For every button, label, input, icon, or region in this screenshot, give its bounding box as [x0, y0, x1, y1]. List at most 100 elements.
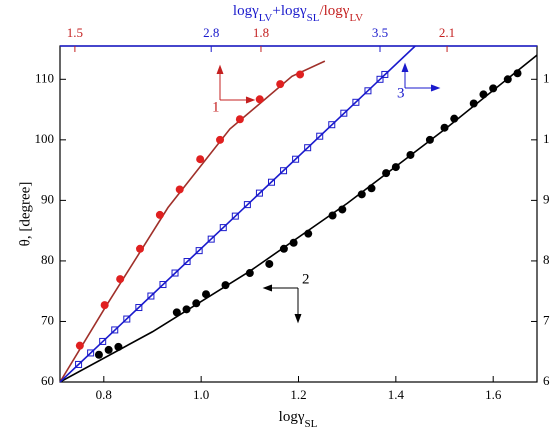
point [172, 308, 181, 317]
top-tick-label: 1.8 [253, 25, 269, 40]
y-right-tick-label: 110 [543, 70, 550, 85]
y-right-tick-label: 60 [543, 373, 550, 388]
point [289, 238, 298, 247]
point [280, 167, 288, 175]
point [279, 244, 288, 253]
point [304, 144, 312, 152]
point [75, 360, 83, 368]
point [104, 345, 113, 354]
point [155, 210, 164, 219]
label-part: /logγ [319, 3, 349, 19]
point [376, 75, 384, 83]
y-tick-label: 90 [41, 191, 54, 206]
point [75, 341, 84, 350]
point [265, 259, 274, 268]
point [425, 135, 434, 144]
point [135, 304, 143, 312]
x-tick-label: 1.0 [193, 387, 209, 402]
y-axis-label: θ, [degree] [17, 182, 33, 247]
x-tick-label: 1.2 [290, 387, 306, 402]
point [235, 115, 244, 124]
top-tick-label: 1.5 [67, 25, 83, 40]
point [440, 123, 449, 132]
point [116, 275, 125, 284]
top-axis-label: logγLV+logγSL/logγLV [233, 3, 363, 23]
fit-line [59, 54, 538, 383]
fit-line [59, 60, 326, 383]
point [136, 244, 145, 253]
point [123, 315, 131, 323]
x-axis-label: logγSL [279, 409, 318, 429]
plot-frame [59, 45, 538, 383]
point [147, 292, 155, 300]
point [391, 163, 400, 172]
annotation: 2 [302, 271, 310, 287]
top-tick-label: 3.5 [372, 25, 388, 40]
label-part: logγ [279, 409, 305, 425]
point [503, 75, 512, 84]
point [111, 326, 119, 334]
fit-line [59, 45, 416, 383]
x-tick-label: 1.4 [388, 387, 405, 402]
point [159, 281, 167, 289]
point [202, 290, 211, 299]
point [267, 178, 275, 186]
label-part: SL [304, 418, 317, 430]
x-tick-label: 1.6 [485, 387, 502, 402]
y-tick-label: 100 [35, 131, 55, 146]
point [216, 135, 225, 144]
point [338, 205, 347, 214]
point [175, 185, 184, 194]
point [276, 80, 285, 89]
arrow-3 [401, 62, 441, 92]
x-tick-label: 0.8 [96, 387, 112, 402]
point [114, 342, 123, 351]
y-tick-label: 80 [41, 252, 54, 267]
point [450, 114, 459, 123]
point [296, 70, 305, 79]
y-tick-label: 60 [41, 373, 54, 388]
point [328, 121, 336, 129]
y-right-tick-label: 70 [543, 312, 550, 327]
point [196, 155, 205, 164]
point [292, 155, 300, 163]
point [87, 349, 95, 357]
point [255, 189, 263, 197]
point [219, 224, 227, 232]
point [171, 269, 179, 277]
point [94, 350, 103, 359]
arrow-2 [262, 284, 302, 324]
point [469, 99, 478, 108]
point [207, 235, 215, 243]
point [340, 109, 348, 117]
arrow-1 [216, 64, 256, 104]
point [255, 95, 264, 104]
point [357, 190, 366, 199]
label-part: LV [349, 12, 363, 24]
point [328, 211, 337, 220]
y-right-tick-label: 100 [543, 131, 550, 146]
point [192, 299, 201, 308]
point [381, 70, 389, 78]
label-part: logγ [233, 3, 259, 19]
point [221, 281, 230, 290]
point [364, 87, 372, 95]
point [182, 305, 191, 314]
point [316, 132, 324, 140]
point [382, 169, 391, 178]
y-right-tick-label: 80 [543, 252, 550, 267]
point [245, 269, 254, 278]
point [352, 98, 360, 106]
point [489, 84, 498, 93]
label-part: +logγ [272, 3, 307, 19]
point [406, 150, 415, 159]
label-part: LV [259, 12, 273, 24]
point [195, 247, 203, 255]
top-tick-label: 2.1 [439, 25, 455, 40]
point [231, 212, 239, 220]
point [479, 90, 488, 99]
y-tick-label: 70 [41, 312, 54, 327]
y-tick-label: 110 [35, 70, 54, 85]
top-tick-label: 2.8 [203, 25, 219, 40]
